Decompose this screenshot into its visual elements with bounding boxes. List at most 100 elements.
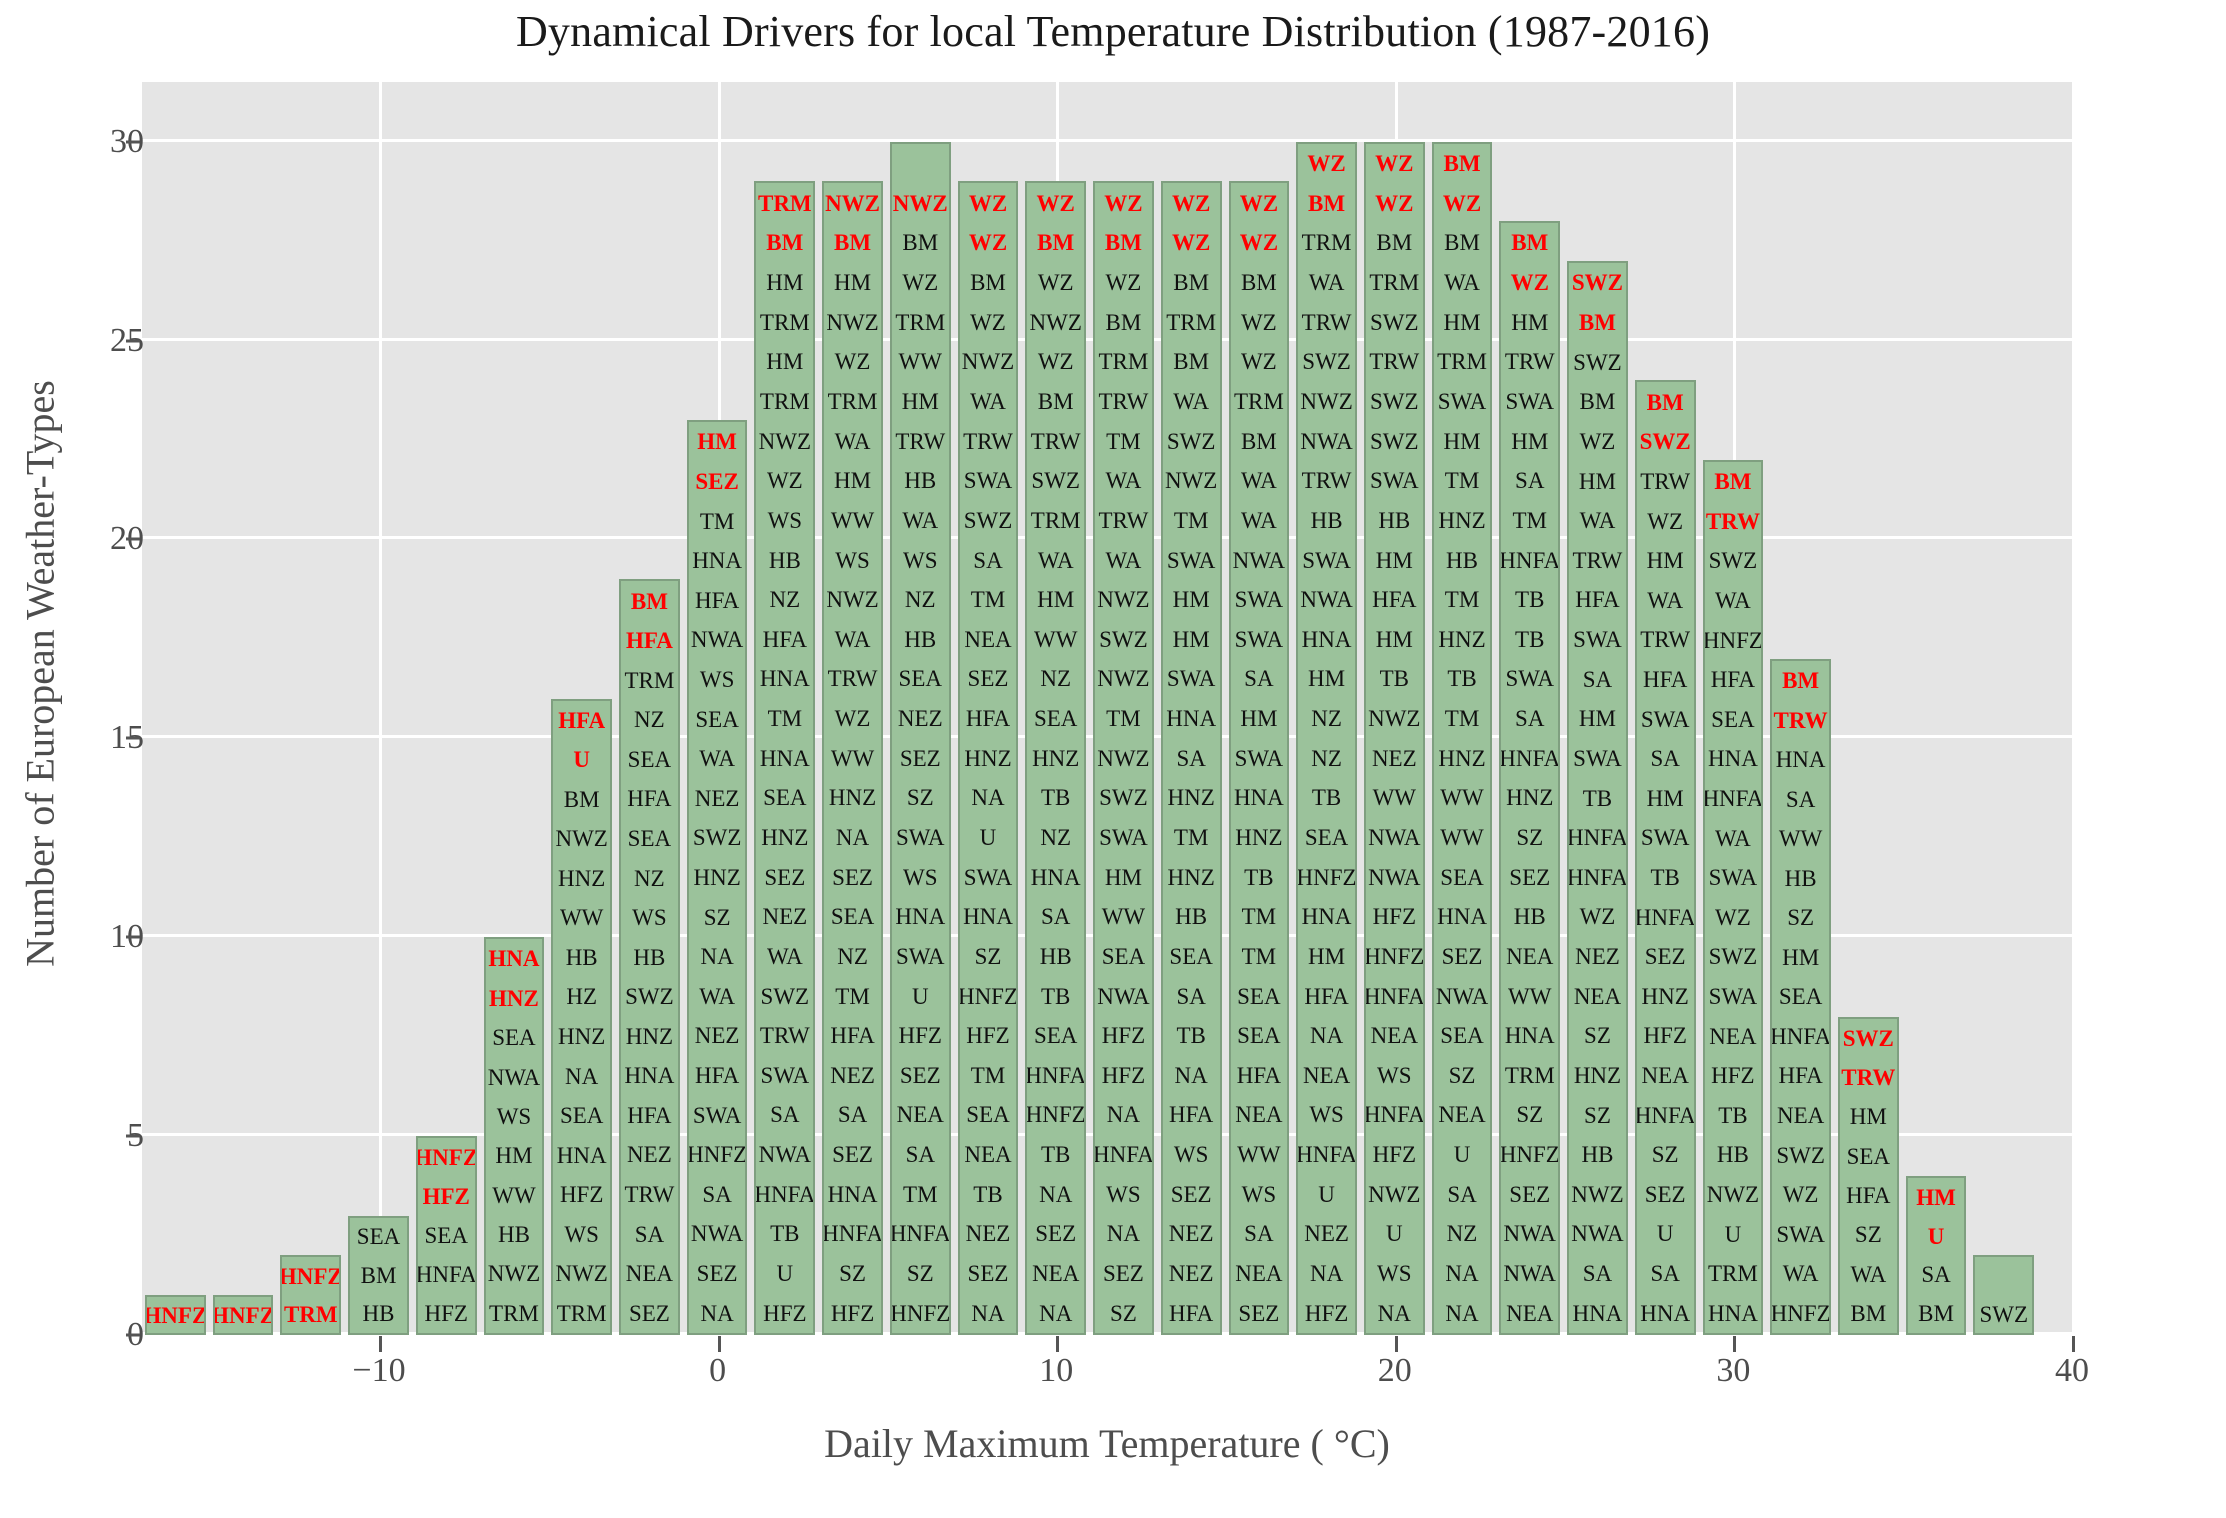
weather-type-label: SA <box>1515 468 1545 494</box>
bar[interactable]: TRM NWZ WS HFZ HNA SEA NA HNZ HZ HB WW HNZ NWZ BM U HFA <box>551 698 613 1335</box>
bar[interactable]: TRM NWZ HB WW HM WS NWA SEA HNZ HNA <box>483 937 545 1335</box>
weather-type-label: WZ <box>1037 349 1074 375</box>
y-tick-mark <box>126 537 140 541</box>
bar[interactable]: BM WA SZ HFA SEA HM TRW SWZ <box>1837 1016 1899 1335</box>
weather-type-label: HNZ <box>964 745 1012 771</box>
weather-type-label: HNFA <box>1704 785 1762 811</box>
bar[interactable]: HFZ HNFA SEA HFZ HNFZ <box>415 1136 477 1335</box>
weather-type-label: SEA <box>559 1103 604 1129</box>
weather-type-label: SWZ <box>1166 428 1216 454</box>
weather-type-label: HNA <box>1775 747 1826 773</box>
weather-type-label: HB <box>1378 507 1411 533</box>
weather-type-label: WW <box>898 349 942 375</box>
bar[interactable]: HNFZ <box>212 1295 274 1335</box>
weather-type-label: SWZ <box>1708 548 1758 574</box>
bar[interactable]: HFZ SZ HNFA HNA SEZ SA NEZ HFA TM NZ SEA SEZ NA HNZ WW… <box>822 181 883 1335</box>
weather-type-label: SEZ <box>832 864 873 890</box>
weather-type-label: NZ <box>904 587 936 613</box>
weather-type-label: HNA <box>827 1181 878 1207</box>
bar[interactable]: NA NA NZ SA U NEA SZ SEA NWA SEZ HNA SEA WW WW HNZ TM TB… <box>1431 141 1493 1335</box>
bar[interactable]: HFZ U TB HNFA NWA SA SWA TRW SWZ WA NEZ SEZ HNZ SEA HN… <box>754 181 816 1335</box>
x-tick-mark <box>1056 1336 1060 1352</box>
bar[interactable]: NA NEA SEZ NA TB HNFZ HNFA SEA TB HB SA HNA NZ TB HNZ S… <box>1025 181 1087 1335</box>
bar[interactable]: HNA SA NWA NWZ HB SZ HNZ SZ NEA NEZ WZ HNFA HNFA TB SW… <box>1567 261 1628 1335</box>
weather-type-label: NEA <box>964 626 1012 652</box>
bar[interactable]: NA WS U NWZ HFZ HNFA WS NEA HNFA HNFZ HFZ NWA NWA WW N… <box>1363 141 1425 1335</box>
bar[interactable]: HNFZ <box>145 1295 206 1335</box>
bar[interactable]: SWZ <box>1973 1255 2035 1335</box>
weather-type-label: TRM <box>895 309 946 335</box>
weather-type-label: NEZ <box>1304 1221 1349 1247</box>
bar[interactable]: SEZ NEA SA TRW NEZ HFA HNA HNZ SWZ HB WS NZ SEA HFA SE… <box>619 579 680 1335</box>
weather-type-label: TRW <box>1030 428 1081 454</box>
weather-type-label: TM <box>835 983 870 1009</box>
weather-type-label: WA <box>1579 508 1616 534</box>
bar[interactable]: SZ SEZ NA WS HNFA NA HFZ HFZ NWA SEA WW HM SWA SWZ NWZ… <box>1093 181 1154 1335</box>
weather-type-label: NEZ <box>897 706 943 732</box>
weather-type-label: SWZ <box>692 825 742 851</box>
weather-type-label: WA <box>1105 547 1142 573</box>
weather-type-label: NEZ <box>694 785 740 811</box>
weather-type-label: TM <box>1173 824 1209 850</box>
weather-type-label: NWZ <box>1300 388 1353 414</box>
weather-type-label: HFA <box>1304 983 1349 1009</box>
weather-type-label: WA <box>834 428 871 454</box>
weather-type-label: HM <box>766 349 804 375</box>
weather-type-label: TB <box>1582 785 1613 811</box>
weather-type-label: SZ <box>839 1261 866 1287</box>
weather-type-label: WA <box>766 943 803 969</box>
weather-type-label: NEZ <box>1575 944 1620 970</box>
weather-type-label: SEA <box>966 1102 1010 1128</box>
weather-type-label: WW <box>1101 904 1146 930</box>
weather-type-label: SEA <box>627 825 672 851</box>
bar[interactable]: HFZ NA NEZ U HNFA WS NEA NA HFA HM HNA HNFZ SEA TB NZ N… <box>1296 141 1357 1335</box>
weather-type-label: TB <box>1515 626 1545 652</box>
weather-type-label: TRM <box>1301 230 1352 256</box>
weather-type-label: HFA <box>1372 587 1417 613</box>
bar-series: HNFZHNFZTRMHNFZHBBMSEAHFZHNFASEAHFZHNFZH… <box>142 82 2072 1335</box>
weather-type-label: SWA <box>1505 666 1555 692</box>
weather-type-label: NZ <box>1040 666 1072 692</box>
weather-type-label: SWA <box>1302 547 1351 573</box>
bar[interactable]: HNA TRM U NWZ HB TB HFZ NEA SWA SWZ WZ SWA WA HNFA HNA… <box>1702 459 1764 1335</box>
weather-type-label: HNZ <box>1438 507 1486 533</box>
weather-type-label: SEA <box>1033 706 1078 732</box>
weather-type-label: NWZ <box>892 190 948 216</box>
weather-type-label: HNA <box>1301 904 1352 930</box>
weather-type-label: WA <box>1647 587 1684 613</box>
bar[interactable]: HFA NEZ NEZ SEZ WS HFA NA TB SA SEA HB HNZ TM HNZ SA HN… <box>1160 181 1222 1335</box>
weather-type-label: WZ <box>766 468 803 494</box>
weather-type-label: WZ <box>968 230 1008 256</box>
weather-type-label: NA <box>565 1063 599 1089</box>
weather-type-label: TM <box>1106 706 1141 732</box>
weather-type-label: SZ <box>1651 1142 1679 1168</box>
bar[interactable]: BM SA U HM <box>1905 1175 1967 1335</box>
weather-type-label: SWZ <box>1979 1301 2029 1327</box>
weather-type-label: SZ <box>906 1261 934 1287</box>
bar[interactable]: NA SEZ NEZ TB NEA SEA TM HFZ HNFZ SZ HNA SWA U NA HNZ H… <box>957 181 1019 1335</box>
weather-type-label: HFZ <box>1711 1063 1755 1089</box>
weather-type-label: HB <box>633 944 666 970</box>
bar[interactable]: HNFZ SZ HNFA TM SA NEA SEZ HFZ U SWA HNA WS SWA SZ SEZ… <box>889 141 951 1335</box>
bar[interactable]: HNFZ WA SWA WZ SWZ NEA HFA HNFA SEA HM SZ HB WW SA HNA… <box>1770 658 1831 1335</box>
weather-type-label: TRW <box>1773 707 1828 733</box>
bar[interactable]: HB BM SEA <box>348 1215 409 1335</box>
bar[interactable]: SEZ NEA SA WS WW NEA HFA SEA SEA TM TM TB HNZ HNA SWA H… <box>1228 181 1290 1335</box>
weather-type-label: SEZ <box>899 745 941 771</box>
bar[interactable]: NA SEZ NWA SA HNFZ SWA HFA NEZ WA NA SZ HNZ SWZ NEZ WA… <box>686 420 748 1335</box>
x-tick-mark <box>379 1336 383 1352</box>
weather-type-label: U <box>979 824 997 850</box>
weather-type-label: SEZ <box>832 1142 873 1168</box>
weather-type-label: WS <box>1173 1142 1209 1168</box>
weather-type-label: HB <box>1581 1142 1614 1168</box>
bar[interactable]: HNA SA U SEZ SZ HNFA NEA HFZ HNZ SEZ HNFA TB SWA HM SA… <box>1634 380 1696 1335</box>
weather-type-label: HNZ <box>489 985 539 1011</box>
weather-type-label: NWZ <box>1571 1181 1624 1207</box>
bar[interactable]: NEA NWA NWA SEZ HNFZ SZ TRM HNA WW NEA HB SEZ SZ HNZ H… <box>1499 221 1561 1335</box>
weather-type-label: TRW <box>963 428 1013 454</box>
weather-type-label: BM <box>1850 1300 1887 1326</box>
weather-type-label: SEZ <box>1509 864 1551 890</box>
weather-type-label: WW <box>1237 1142 1281 1168</box>
weather-type-label: HNZ <box>558 865 606 891</box>
bar[interactable]: TRM HNFZ <box>280 1255 342 1335</box>
